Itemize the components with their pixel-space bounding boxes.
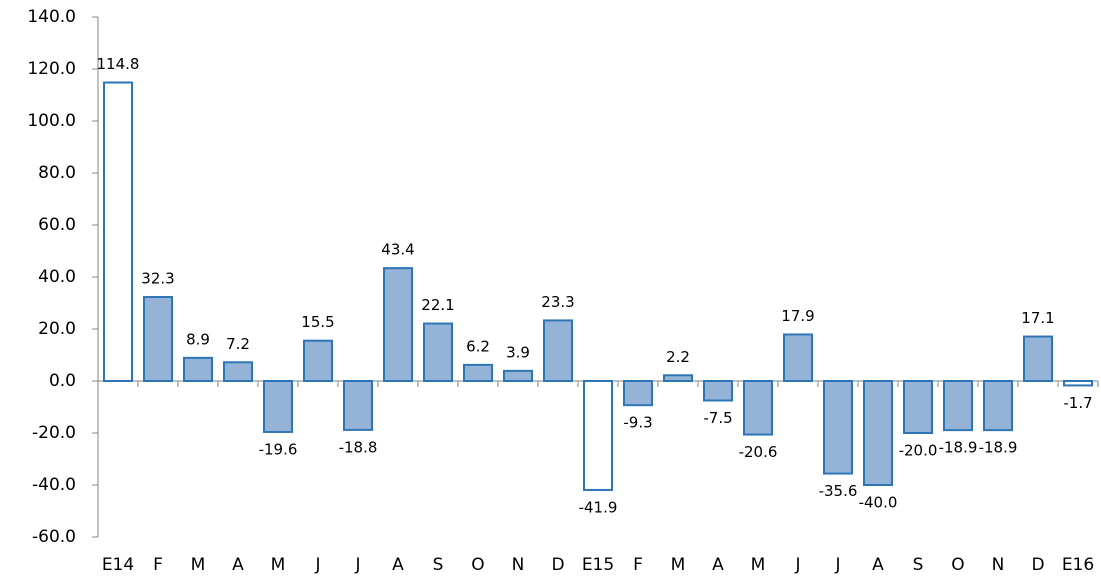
- data-label: 6.2: [466, 337, 490, 355]
- data-label: 23.3: [541, 293, 574, 311]
- data-label: -18.9: [939, 439, 978, 457]
- data-label: 7.2: [226, 335, 250, 353]
- bar: [223, 361, 253, 382]
- bar: [1023, 335, 1053, 383]
- x-tick-label: D: [551, 555, 564, 575]
- x-tick-label: S: [913, 555, 924, 575]
- bar: [823, 380, 853, 475]
- bar: [183, 356, 213, 382]
- bar: [583, 380, 613, 491]
- data-label: 114.8: [97, 55, 140, 73]
- bar: [463, 363, 493, 383]
- bar: [383, 267, 413, 382]
- bar: [623, 380, 653, 407]
- bar: [343, 380, 373, 431]
- data-label: 22.1: [421, 296, 454, 314]
- x-tick-label: M: [191, 555, 206, 575]
- x-tick-label: M: [671, 555, 686, 575]
- y-tick-label: 60.0: [38, 215, 76, 235]
- y-tick-label: 0.0: [49, 371, 76, 391]
- y-tick-label: 140.0: [27, 7, 76, 27]
- x-tick-label: O: [471, 555, 484, 575]
- bar: [783, 333, 813, 382]
- bar: [703, 380, 733, 402]
- y-tick-label: 20.0: [38, 319, 76, 339]
- x-tick-label: O: [951, 555, 964, 575]
- data-label: -9.3: [623, 414, 652, 432]
- x-tick-label: D: [1031, 555, 1044, 575]
- bar: [543, 319, 573, 383]
- x-tick-label: S: [433, 555, 444, 575]
- y-tick-label: 80.0: [38, 163, 76, 183]
- data-label: 2.2: [666, 348, 690, 366]
- x-tick-label: F: [633, 555, 643, 575]
- data-label: -7.5: [703, 409, 732, 427]
- bar: [663, 374, 693, 382]
- data-label: 17.1: [1021, 309, 1054, 327]
- y-tick-label: -40.0: [32, 475, 76, 495]
- data-label: -19.6: [259, 440, 298, 458]
- x-tick-label: J: [834, 555, 840, 575]
- x-tick-label: A: [392, 555, 404, 575]
- data-label: -40.0: [859, 494, 898, 512]
- x-tick-label: E15: [582, 555, 614, 575]
- y-tick-label: -20.0: [32, 423, 76, 443]
- data-label: 3.9: [506, 343, 530, 361]
- x-tick-label: J: [794, 555, 800, 575]
- data-label: -20.6: [739, 443, 778, 461]
- bar: [423, 322, 453, 383]
- x-tick-label: M: [751, 555, 766, 575]
- data-label: -20.0: [899, 442, 938, 460]
- bar: [863, 380, 893, 486]
- x-tick-label: A: [872, 555, 884, 575]
- data-label: 17.9: [781, 307, 814, 325]
- bar: [983, 380, 1013, 432]
- bar: [303, 339, 333, 383]
- data-label: 32.3: [141, 270, 174, 288]
- bar: [1063, 380, 1093, 387]
- x-tick-label: A: [712, 555, 724, 575]
- x-tick-label: J: [354, 555, 360, 575]
- x-tick-label: M: [271, 555, 286, 575]
- data-label: 43.4: [381, 241, 414, 259]
- y-tick-label: -60.0: [32, 527, 76, 547]
- y-tick-label: 40.0: [38, 267, 76, 287]
- x-tick-label: A: [232, 555, 244, 575]
- bar: [263, 380, 293, 433]
- bar: [503, 369, 533, 382]
- bar: [743, 380, 773, 436]
- data-label: -41.9: [579, 498, 618, 516]
- x-tick-label: F: [153, 555, 163, 575]
- bar: [943, 380, 973, 432]
- y-tick-label: 100.0: [27, 111, 76, 131]
- data-label: -18.9: [979, 439, 1018, 457]
- x-tick-label: N: [992, 555, 1005, 575]
- data-label: 8.9: [186, 330, 210, 348]
- x-tick-label: N: [512, 555, 525, 575]
- bar: [143, 296, 173, 382]
- x-tick-label: E14: [102, 555, 134, 575]
- data-label: -18.8: [339, 438, 378, 456]
- bar: [103, 81, 133, 383]
- x-tick-label: E16: [1062, 555, 1094, 575]
- data-label: -1.7: [1063, 394, 1092, 412]
- y-tick-label: 120.0: [27, 59, 76, 79]
- x-tick-label: J: [314, 555, 320, 575]
- bar: [903, 380, 933, 434]
- data-label: -35.6: [819, 482, 858, 500]
- data-label: 15.5: [301, 313, 334, 331]
